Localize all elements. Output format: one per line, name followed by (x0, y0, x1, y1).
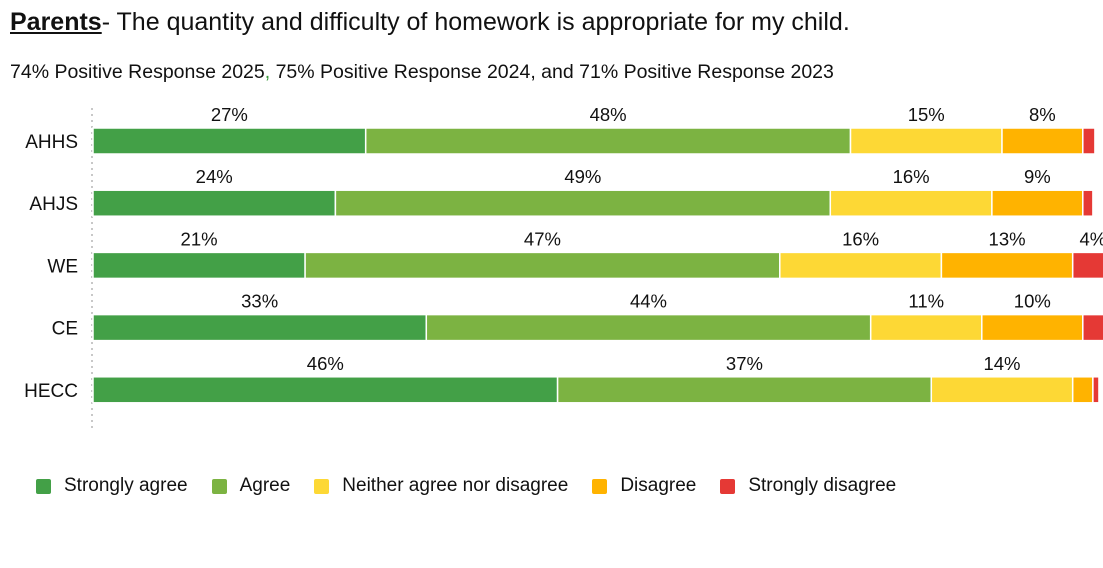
category-label: AHJS (29, 194, 78, 215)
bar-segment (1001, 127, 1084, 155)
bar-segment (981, 313, 1084, 342)
bar-segment (92, 251, 306, 280)
stacked-bar-chart: AHHS 27% 48% 15% 8% AHJS 24% 49% 16% 9% WE 21% 47% 16… (24, 104, 1103, 431)
data-label: 4% (1080, 228, 1103, 249)
category-label: WE (47, 256, 78, 277)
chart-title: Parents- The quantity and difficulty of … (10, 8, 850, 37)
data-label: 10% (1014, 291, 1051, 312)
data-label: 15% (908, 104, 945, 125)
data-label: 8% (1029, 104, 1056, 125)
data-label: 27% (211, 104, 248, 125)
bar-segment (1071, 251, 1103, 280)
title-rest: - The quantity and difficulty of homewor… (101, 8, 850, 36)
category-label: CE (52, 319, 78, 340)
data-label: 46% (307, 353, 344, 374)
legend-swatch (592, 478, 608, 494)
data-label: 16% (893, 166, 930, 187)
subtitle-part2: 75% Positive Response 2024, and 71% Posi… (270, 61, 834, 83)
bar-segment (1082, 127, 1096, 155)
data-label: 33% (241, 291, 278, 312)
legend-item: Disagree (592, 475, 696, 497)
subtitle-comma: , (264, 61, 271, 83)
category-label: AHHS (25, 132, 78, 153)
data-label: 21% (181, 228, 218, 249)
chart-legend: Strongly agree Agree Neither agree nor dis… (36, 475, 920, 497)
bar-segment (1082, 313, 1103, 342)
bar-segment (869, 313, 983, 342)
chart-subtitle: 74% Positive Response 2025, 75% Positive… (10, 61, 834, 84)
bar-segment (334, 189, 832, 217)
legend-swatch (211, 478, 227, 494)
bar-segment (829, 189, 993, 217)
data-label: 37% (726, 353, 763, 374)
category-label: HECC (24, 381, 78, 402)
subtitle-part1: 74% Positive Response 2025 (10, 61, 265, 83)
data-label: 9% (1024, 166, 1051, 187)
bar-segment (1092, 376, 1100, 404)
bar-segment (92, 189, 337, 217)
legend-swatch (314, 478, 330, 494)
bar-segment (92, 313, 428, 342)
bar-segment (364, 127, 852, 155)
legend-swatch (36, 478, 51, 494)
bar-segment (1082, 189, 1094, 217)
bar-segment (930, 376, 1074, 404)
legend-label: Disagree (620, 475, 697, 496)
data-label: 48% (590, 104, 627, 125)
legend-item: Neither agree nor disagree (314, 475, 568, 497)
data-label: 16% (842, 228, 879, 249)
legend-label: Neither agree nor disagree (342, 475, 569, 496)
title-lead: Parents (10, 8, 102, 36)
bar-segment (991, 189, 1084, 217)
legend-item: Agree (211, 475, 291, 497)
data-label: 24% (196, 166, 233, 187)
bar-segment (1071, 376, 1094, 404)
bar-segment (304, 251, 781, 280)
legend-label: Strongly agree (64, 475, 188, 496)
data-label: 49% (564, 166, 601, 187)
legend-swatch (720, 478, 736, 494)
data-label: 13% (989, 228, 1026, 249)
bar-segment (92, 127, 367, 155)
legend-label: Agree (239, 475, 291, 496)
data-label: 11% (908, 291, 944, 312)
bar-segment (425, 313, 872, 342)
bar-segment (849, 127, 1003, 155)
bar-segment (779, 251, 943, 280)
data-label: 44% (630, 291, 667, 312)
legend-item: Strongly disagree (720, 475, 896, 497)
data-label: 47% (524, 228, 561, 249)
bar-segment (556, 376, 933, 404)
data-label: 14% (983, 353, 1020, 374)
bar-segment (92, 376, 559, 404)
legend-label: Strongly disagree (748, 475, 897, 496)
bar-segment (940, 251, 1074, 280)
legend-item: Strongly agree (36, 475, 188, 497)
